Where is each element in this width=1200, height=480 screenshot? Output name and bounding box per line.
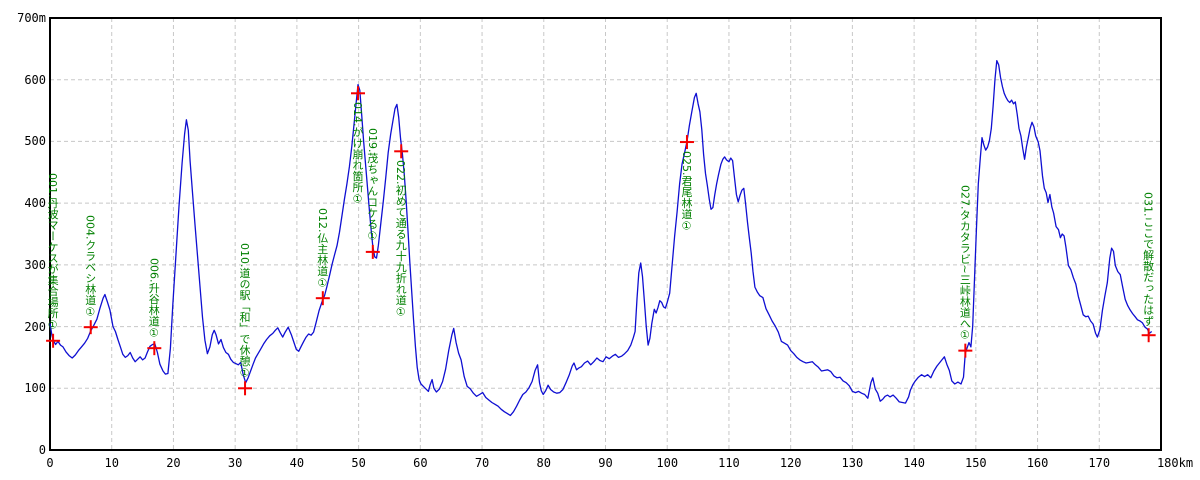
- y-tick-label: 0: [38, 443, 46, 457]
- y-tick-label: 300: [24, 257, 46, 272]
- waypoint-label: 025.君尾林道①: [679, 151, 693, 233]
- elevation-line: [49, 59, 1153, 417]
- plot-frame: [49, 17, 1162, 451]
- x-tick-label: 120: [779, 456, 802, 470]
- y-tick-label: 500: [24, 134, 46, 149]
- waypoint-label: 006.升谷林道①: [147, 257, 161, 340]
- x-tick-label: 0: [46, 456, 54, 470]
- x-tick-label: 70: [474, 456, 490, 470]
- waypoint-label: 031.ここで解散だったはず: [1141, 191, 1155, 327]
- y-tick-label: 600: [24, 72, 46, 87]
- waypoint-label: 014.がけ崩れ箇所①: [350, 102, 364, 206]
- x-tick-label: 140: [903, 456, 925, 470]
- x-tick-label: 110: [718, 456, 740, 470]
- y-tick-label: 100: [24, 381, 46, 396]
- y-tick-label: 700m: [17, 11, 46, 25]
- x-tick-label: 40: [289, 456, 305, 470]
- y-tick-label: 400: [24, 196, 46, 211]
- x-tick-label: 10: [104, 456, 119, 470]
- x-tick-label: 130: [841, 456, 864, 470]
- waypoint-label: 004.クラベシ林道①: [83, 214, 97, 319]
- x-tick-label: 50: [351, 456, 366, 470]
- waypoint-label: 022.初めて通る九十九折れ道①: [394, 160, 408, 319]
- waypoint-label: 001.丹波マーケスが集合場所①: [46, 173, 60, 332]
- y-tick-label: 200: [24, 319, 46, 334]
- waypoint-label: 012.仏主林道①: [315, 207, 329, 290]
- x-tick-label: 30: [227, 456, 243, 470]
- x-tick-label: 100: [656, 456, 679, 470]
- x-tick-label: 160: [1026, 456, 1049, 470]
- x-tick-label: 90: [598, 456, 613, 470]
- x-tick-label: 60: [413, 456, 428, 470]
- waypoint-label: 019.茂ちゃんコケる①: [365, 128, 379, 243]
- x-tick-label: 170: [1088, 456, 1111, 470]
- x-tick-label: 80: [536, 456, 551, 470]
- x-tick-label: 150: [964, 456, 987, 470]
- waypoint-label: 010.道の駅「和」で休憩①: [238, 242, 252, 380]
- x-tick-label: 20: [166, 456, 181, 470]
- x-tick-label: 180km: [1156, 456, 1194, 470]
- waypoint-label: 027.タカタラビ~三峠林道へ①: [958, 184, 972, 342]
